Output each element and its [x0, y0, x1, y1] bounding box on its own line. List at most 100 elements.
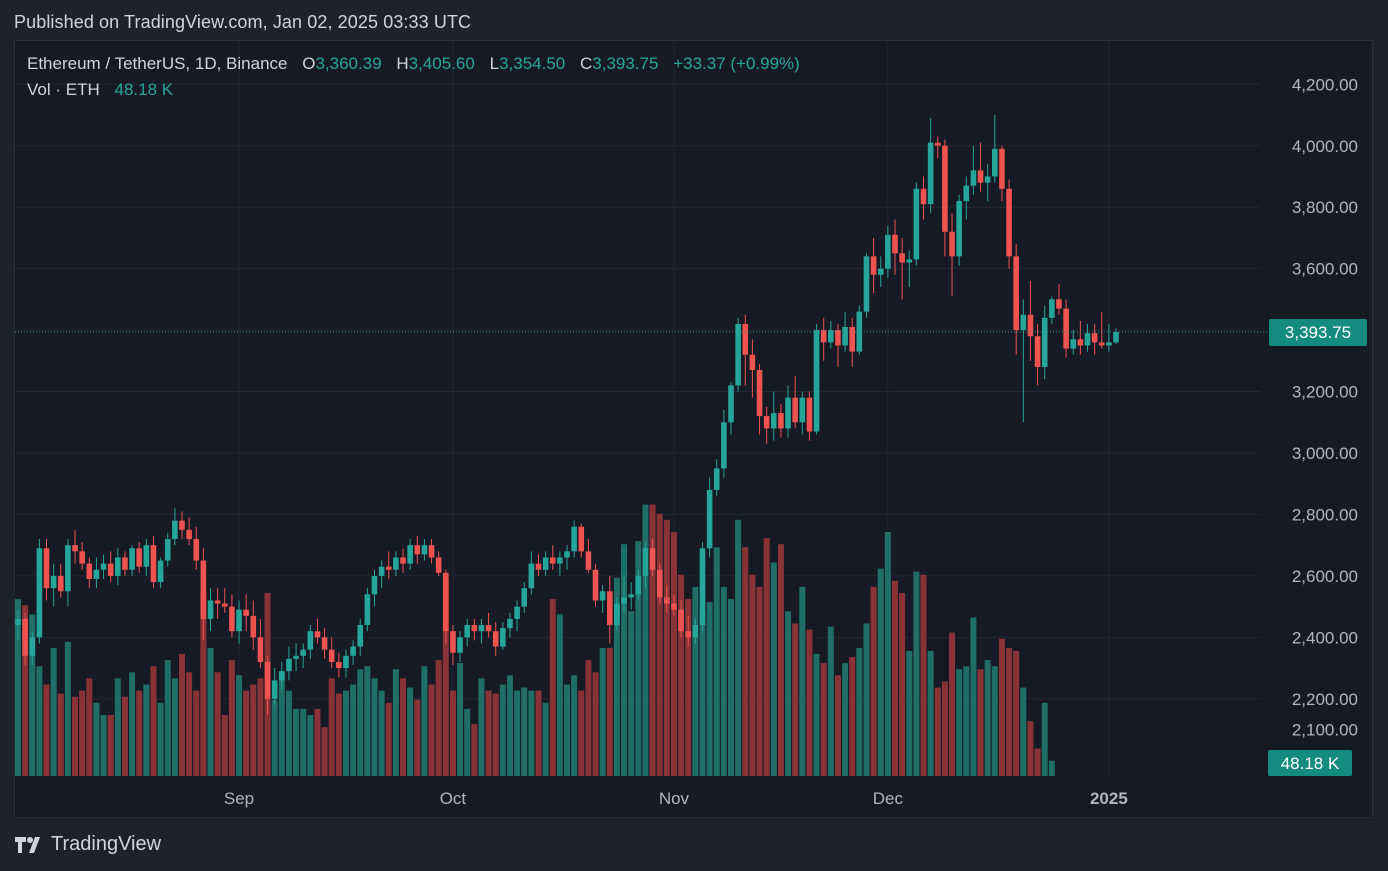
legend-open-value: 3,360.39	[315, 54, 382, 73]
volume-bar	[143, 684, 150, 776]
candle-body	[221, 603, 228, 607]
volume-bar	[392, 669, 399, 776]
volume-bar	[307, 715, 314, 776]
volume-bar	[877, 568, 884, 776]
candle-body	[193, 539, 200, 561]
price-tick-label: 4,200.00	[1292, 75, 1358, 94]
volume-bar	[314, 708, 321, 776]
volume-bar	[613, 577, 620, 776]
volume-bar	[421, 666, 428, 776]
volume-bar	[385, 702, 392, 776]
volume-bar	[963, 666, 970, 776]
price-tick-label: 2,100.00	[1292, 721, 1358, 740]
volume-bar	[777, 544, 784, 776]
volume-bar	[663, 519, 670, 776]
candle-body	[735, 323, 741, 386]
volume-bar	[934, 687, 941, 776]
candle-body	[1049, 299, 1055, 318]
volume-bar	[920, 574, 927, 776]
candle-body	[186, 529, 192, 540]
candle-body	[357, 625, 364, 647]
candle-body	[1091, 333, 1098, 343]
candle-body	[813, 330, 820, 432]
volume-bar	[100, 715, 107, 776]
volume-bar	[492, 693, 499, 776]
candle-body	[664, 597, 670, 604]
volume-bar	[720, 586, 727, 776]
volume-bar	[442, 580, 449, 776]
candle-body	[279, 671, 285, 681]
volume-bar	[449, 690, 456, 776]
candle-body	[393, 557, 399, 570]
volume-bar	[571, 675, 578, 776]
tradingview-logo[interactable]: TradingView	[15, 833, 161, 856]
candle-body	[471, 625, 478, 632]
time-tick-label: Nov	[659, 789, 690, 808]
volume-bar	[29, 614, 36, 776]
candle-body	[792, 397, 798, 423]
candle-body	[100, 563, 107, 570]
candle-body	[1077, 339, 1084, 346]
candle-body	[1013, 256, 1019, 331]
price-tick-label: 3,000.00	[1292, 444, 1358, 463]
volume-bar	[514, 690, 521, 776]
volume-bar	[485, 690, 492, 776]
candle-body	[1034, 336, 1041, 367]
candle-body	[179, 520, 185, 530]
price-tick-label: 3,200.00	[1292, 383, 1358, 402]
candle-body	[93, 569, 100, 579]
volume-bar	[79, 690, 86, 776]
volume-bar	[328, 678, 335, 776]
candle-body	[828, 330, 834, 343]
price-tick-label: 4,000.00	[1292, 137, 1358, 156]
volume-bar	[521, 687, 528, 776]
candle-body	[970, 170, 977, 186]
volume-bar	[606, 647, 613, 776]
candle-body	[1020, 314, 1027, 331]
volume-bar	[364, 666, 371, 776]
candle-body	[614, 603, 620, 626]
volume-bar	[735, 519, 742, 776]
volume-bar	[207, 647, 214, 776]
volume-bar	[1041, 702, 1048, 776]
candle-body	[892, 234, 898, 254]
volume-bar	[820, 663, 827, 776]
candle-body	[50, 575, 57, 589]
volume-bar	[414, 699, 421, 776]
candle-body	[778, 413, 784, 429]
candle-body	[992, 148, 998, 177]
volume-bar	[535, 690, 542, 776]
legend-symbol[interactable]: Ethereum / TetherUS, 1D, Binance	[27, 54, 288, 73]
footer-brand: TradingView	[51, 833, 162, 855]
candle-body	[300, 649, 306, 656]
volume-bar	[1006, 647, 1013, 776]
candle-body	[364, 594, 371, 626]
legend-low-label: L	[489, 54, 500, 73]
candle-body	[400, 557, 406, 564]
candle-body	[899, 253, 905, 263]
candle-body	[79, 551, 85, 564]
volume-bar	[186, 672, 193, 776]
candle-body	[478, 625, 485, 632]
volume-bar	[649, 504, 656, 776]
candle-body	[65, 545, 71, 592]
candle-body	[606, 591, 613, 626]
price-axis: 4,200.004,000.003,800.003,600.003,400.00…	[1292, 75, 1358, 739]
candle-body	[450, 631, 456, 653]
volume-bar	[913, 571, 920, 776]
volume-bar	[642, 504, 649, 776]
volume-bar	[564, 684, 571, 776]
candle-body	[849, 327, 856, 352]
candle-body	[557, 557, 563, 564]
legend-ohlc: Ethereum / TetherUS, 1D, Binance O3,360.…	[27, 54, 800, 74]
volume-bar	[93, 702, 100, 776]
candle-body	[507, 618, 513, 629]
volume-bar	[956, 669, 963, 776]
volume-bar	[792, 623, 799, 776]
candle-body	[671, 603, 677, 610]
candle-body	[229, 606, 235, 632]
candle-body	[592, 569, 599, 601]
legend-volume-label[interactable]: Vol · ETH	[27, 80, 100, 99]
volume-bar	[285, 690, 292, 776]
